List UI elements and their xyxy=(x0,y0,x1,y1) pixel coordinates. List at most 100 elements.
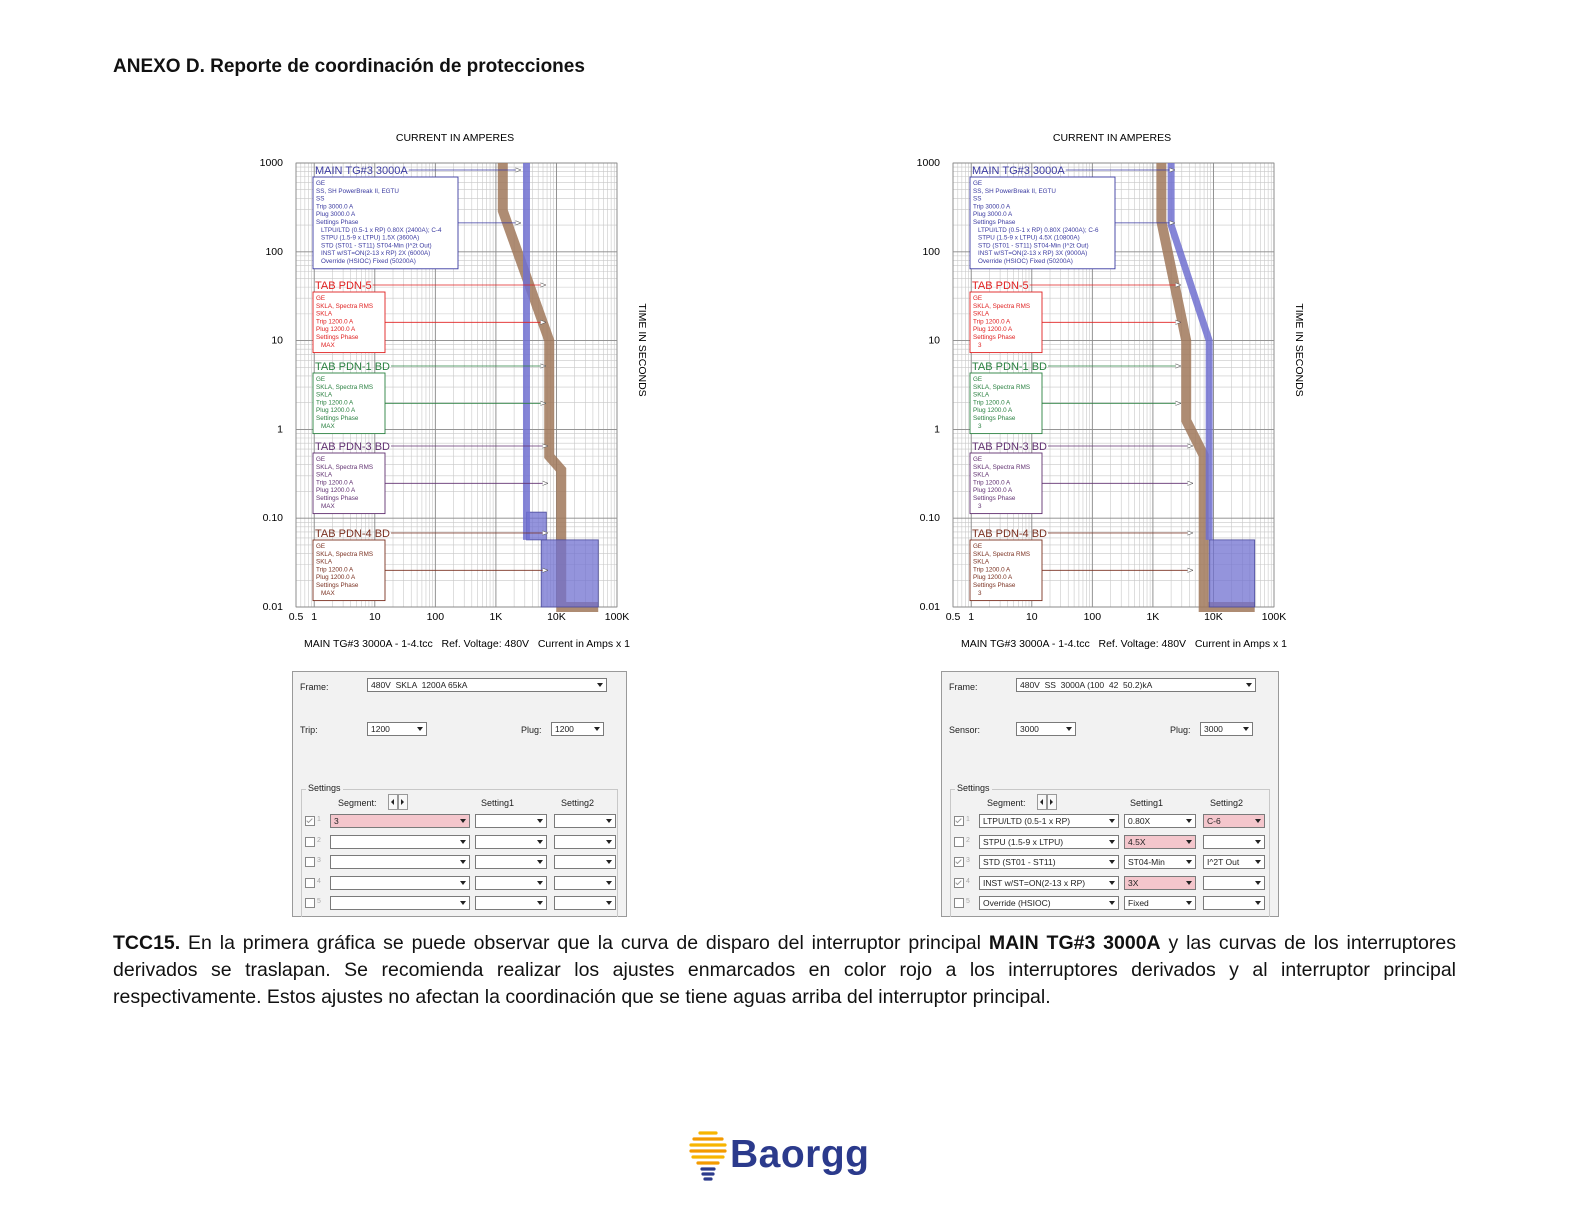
setting1-combo xyxy=(475,855,547,869)
device-detail: Trip 1200.0 A xyxy=(973,566,1011,573)
device-detail: Trip 1200.0 A xyxy=(973,399,1011,406)
setting2-combo xyxy=(554,814,616,828)
device-detail: 3 xyxy=(978,423,982,430)
device-detail: STPU (1.5-9 x LTPU) 1.5X (3600A) xyxy=(321,235,419,242)
trip-combo: 3000 xyxy=(1016,722,1076,736)
logo-text: Baorgg xyxy=(730,1133,870,1176)
frame-label: Frame: xyxy=(300,682,329,692)
device-detail: GE xyxy=(973,456,982,463)
row-number: 1 xyxy=(966,816,970,823)
segment-spin xyxy=(1037,794,1047,810)
x-tick-label: 1K xyxy=(1146,611,1159,623)
row-checkbox xyxy=(954,816,964,826)
device-detail: Trip 3000.0 A xyxy=(316,203,354,210)
text-run: y las curvas de los interruptores deriva… xyxy=(113,932,1456,1008)
device-name: TAB PDN-5 xyxy=(315,280,372,292)
device-detail: SKLA xyxy=(973,472,990,479)
segment-combo: STD (ST01 - ST11) xyxy=(979,855,1119,869)
setting2-combo xyxy=(554,855,616,869)
device-detail: SKLA xyxy=(973,392,990,399)
setting2-combo: C-6 xyxy=(1203,814,1265,828)
row-checkbox xyxy=(954,836,964,847)
device-detail: GE xyxy=(973,543,982,550)
settings-group xyxy=(301,789,618,917)
device-name: TAB PDN-3 BD xyxy=(972,441,1047,453)
y-tick-label: 10 xyxy=(928,335,940,347)
device-box xyxy=(969,372,1043,435)
x-tick-label: 100K xyxy=(605,611,630,623)
segment-combo: LTPU/LTD (0.5-1 x RP) xyxy=(979,814,1119,828)
device-detail: Plug 1200.0 A xyxy=(973,574,1013,581)
row-checkbox xyxy=(305,877,315,888)
y-tick-label: 100 xyxy=(922,246,940,258)
column-header: Segment: xyxy=(338,798,377,808)
row-number: 4 xyxy=(317,877,321,885)
trip-region xyxy=(1208,539,1256,608)
text-run: En la primera gráfica se puede observar … xyxy=(180,932,989,954)
device-detail: LTPU/LTD (0.5-1 x RP) 0.80X (2400A); C-4 xyxy=(321,227,442,234)
device-detail: GE xyxy=(316,295,325,302)
device-name: MAIN TG#3 3000A xyxy=(972,165,1065,177)
device-detail: 3 xyxy=(978,342,982,349)
trip-combo: 1200 xyxy=(367,722,427,736)
column-header: Segment: xyxy=(987,798,1026,808)
x-tick-label: 100 xyxy=(1084,611,1102,623)
device-detail: SKLA, Spectra RMS xyxy=(316,384,373,391)
setting2-combo xyxy=(1203,896,1265,910)
device-detail: GE xyxy=(316,543,325,550)
frame-label: Frame: xyxy=(949,682,978,692)
column-header: Setting1 xyxy=(481,798,515,808)
device-name: TAB PDN-1 BD xyxy=(315,361,390,373)
frame-combo: 480V SS 3000A (100 42 50.2)kA xyxy=(1016,678,1256,692)
device-detail: Settings Phase xyxy=(973,415,1016,422)
row-checkbox xyxy=(305,816,315,826)
setting1-combo xyxy=(475,814,547,828)
device-detail: Settings Phase xyxy=(316,582,359,589)
trip-label: Trip: xyxy=(300,725,318,735)
device-detail: Trip 1200.0 A xyxy=(316,479,354,486)
column-header: Setting2 xyxy=(561,798,595,808)
column-header: Setting1 xyxy=(1130,798,1164,808)
paragraph: TCC15. En la primera gráfica se puede ob… xyxy=(113,930,1456,1011)
device-detail: INST w/ST=ON(2-13 x RP) 2X (6000A) xyxy=(321,250,430,257)
device-detail: SKLA, Spectra RMS xyxy=(316,303,373,310)
logo-icon xyxy=(689,1131,727,1181)
tcc-chart: 0.5 1 10 100 1K 10K 100K 0.01 0.10 1 10 100 1000 CURR… xyxy=(260,132,648,650)
device-detail: Plug 1200.0 A xyxy=(973,326,1013,333)
device-box xyxy=(969,452,1043,515)
device-detail: GE xyxy=(973,180,982,187)
setting1-combo: 0.80X xyxy=(1124,814,1196,828)
plug-combo: 1200 xyxy=(551,722,604,736)
device-detail: GE xyxy=(316,180,325,187)
x-tick-label: 0.5 xyxy=(946,611,961,623)
y-tick-label: 1 xyxy=(277,423,283,435)
device-name: TAB PDN-1 BD xyxy=(972,361,1047,373)
trip-curve xyxy=(1156,163,1255,612)
chart-title: CURRENT IN AMPERES xyxy=(1053,132,1171,144)
x-tick-label: 100K xyxy=(1262,611,1287,623)
device-detail: Trip 1200.0 A xyxy=(973,479,1011,486)
setting2-combo xyxy=(1203,875,1265,890)
chart-footer: MAIN TG#3 3000A - 1-4.tcc Ref. Voltage: … xyxy=(304,638,630,650)
x-tick-label: 1K xyxy=(489,611,502,623)
device-name: MAIN TG#3 3000A xyxy=(315,165,408,177)
page-title: ANEXO D. Reporte de coordinación de prot… xyxy=(113,56,585,77)
y-tick-label: 1 xyxy=(934,423,940,435)
device-box xyxy=(312,291,386,354)
plug-combo: 3000 xyxy=(1200,722,1253,736)
device-detail: Plug 1200.0 A xyxy=(973,407,1013,414)
device-detail: INST w/ST=ON(2-13 x RP) 3X (9000A) xyxy=(978,250,1087,257)
setting1-combo: ST04-Min xyxy=(1124,855,1196,869)
device-detail: SS, SH PowerBreak II, EGTU xyxy=(316,188,399,195)
segment-combo: STPU (1.5-9 x LTPU) xyxy=(979,834,1119,849)
device-detail: Trip 1200.0 A xyxy=(316,399,354,406)
segment-combo: INST w/ST=ON(2-13 x RP) xyxy=(979,875,1119,890)
x-tick-label: 10K xyxy=(1204,611,1223,623)
segment-combo: Override (HSIOC) xyxy=(979,896,1119,910)
device-box xyxy=(969,539,1043,602)
settings-dialog: Frame: 480V SKLA 1200A 65kA Trip: 1200 Plug:… xyxy=(292,671,627,917)
device-name: TAB PDN-3 BD xyxy=(315,441,390,453)
segment-combo xyxy=(330,834,470,849)
